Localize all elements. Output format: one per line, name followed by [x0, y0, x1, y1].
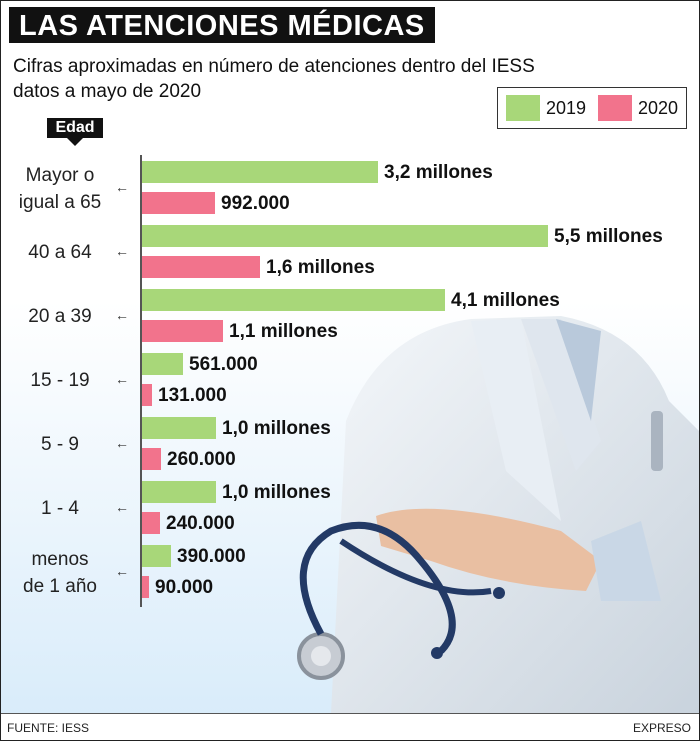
bar-2020 — [142, 576, 149, 598]
category-label-line: 15 - 19 — [30, 370, 90, 391]
value-label-2020: 90.000 — [155, 577, 214, 598]
category-label-line: igual a 65 — [18, 191, 102, 213]
category-axis-line — [140, 155, 142, 607]
category-label-line: Mayor o — [25, 164, 95, 186]
source-note: FUENTE: IESS — [7, 721, 90, 735]
category-label: 1 - 4 — [1, 495, 125, 522]
category-label-line: 20 a 39 — [28, 306, 92, 327]
category-label: Mayor o igual a 65 — [1, 162, 125, 216]
bar-2019 — [142, 545, 171, 567]
age-tag-arrow-icon — [67, 138, 83, 146]
category-label: 5 - 9 — [1, 431, 125, 458]
value-label-2019: 1,0 millones — [222, 418, 331, 439]
bar-2020 — [142, 512, 160, 534]
subtitle-line-2: datos a mayo de 2020 — [13, 81, 202, 102]
value-label-2019: 561.000 — [189, 354, 258, 375]
value-label-2020: 240.000 — [166, 513, 235, 534]
value-label-2019: 1,0 millones — [222, 482, 331, 503]
bar-2020 — [142, 320, 223, 342]
category-pointer-icon: ← — [115, 434, 129, 451]
legend: 2019 2020 — [497, 87, 687, 129]
bar-2019 — [142, 481, 216, 503]
category-pointer-icon: ← — [115, 370, 129, 387]
category-label-line: de 1 año — [23, 575, 97, 597]
bar-2020 — [142, 448, 161, 470]
footer-divider — [1, 713, 699, 714]
legend-label-2020: 2020 — [638, 98, 679, 118]
category-label: 20 a 39 — [1, 303, 125, 330]
value-label-2020: 1,6 millones — [266, 257, 375, 278]
category-label: 40 a 64 — [1, 239, 125, 266]
bar-2020 — [142, 384, 152, 406]
category-label: 15 - 19 — [1, 367, 125, 394]
bar-2019 — [142, 417, 216, 439]
subtitle-line-1: Cifras aproximadas en número de atencion… — [13, 56, 535, 77]
main-title: LAS ATENCIONES MÉDICAS — [9, 7, 435, 43]
value-label-2020: 1,1 millones — [229, 321, 338, 342]
category-pointer-icon: ← — [115, 562, 129, 579]
category-pointer-icon: ← — [115, 242, 129, 259]
category-pointer-icon: ← — [115, 306, 129, 323]
bar-2019 — [142, 289, 445, 311]
value-label-2020: 131.000 — [158, 385, 227, 406]
category-pointer-icon: ← — [115, 178, 129, 195]
value-label-2019: 4,1 millones — [451, 290, 560, 311]
value-label-2019: 390.000 — [177, 546, 246, 567]
bar-2019 — [142, 161, 378, 183]
legend-swatch-2019 — [506, 95, 540, 121]
publisher-credit: EXPRESO — [632, 721, 691, 735]
age-axis-tag: Edad — [47, 118, 103, 138]
bar-2020 — [142, 192, 215, 214]
category-label-line: 5 - 9 — [40, 434, 80, 455]
legend-swatch-2020 — [598, 95, 632, 121]
category-pointer-icon: ← — [115, 498, 129, 515]
value-label-2020: 260.000 — [167, 449, 236, 470]
legend-label-2019: 2019 — [546, 98, 587, 118]
category-label-line: menos — [31, 548, 89, 570]
bar-2019 — [142, 225, 548, 247]
category-label-line: 1 - 4 — [40, 498, 80, 519]
value-label-2020: 992.000 — [221, 193, 290, 214]
category-label: menos de 1 año — [1, 546, 125, 600]
value-label-2019: 5,5 millones — [554, 226, 663, 247]
category-label-line: 40 a 64 — [28, 242, 92, 263]
bar-2020 — [142, 256, 260, 278]
value-label-2019: 3,2 millones — [384, 162, 493, 183]
bar-2019 — [142, 353, 183, 375]
